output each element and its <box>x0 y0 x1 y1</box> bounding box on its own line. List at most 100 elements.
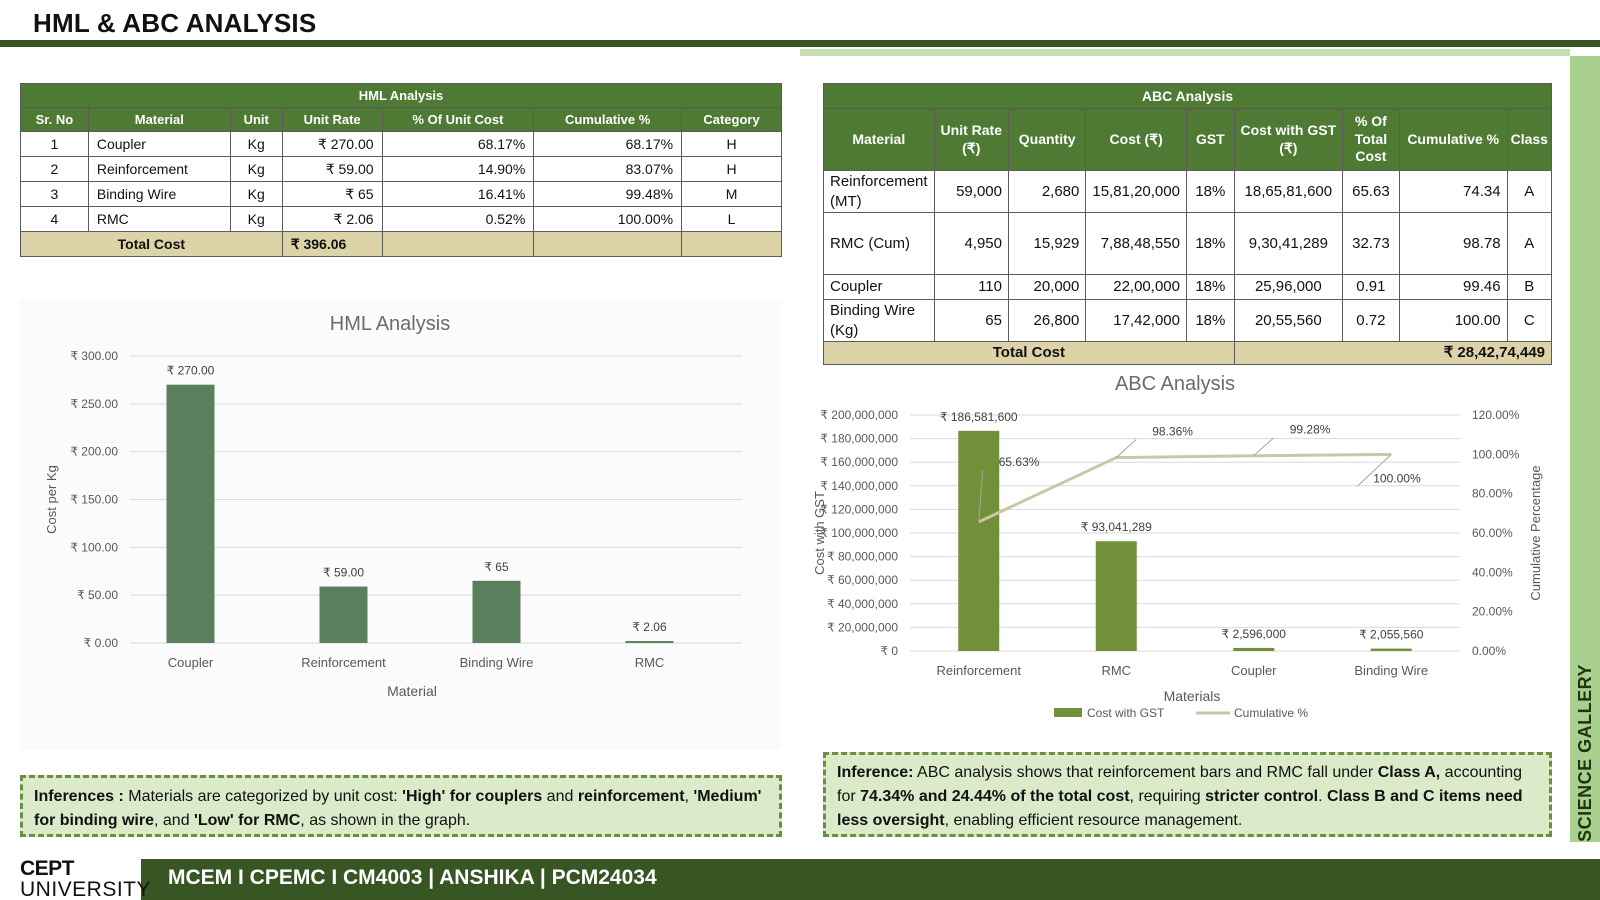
abc-header-cell: % Of Total Cost <box>1341 108 1400 171</box>
table-cell: 83.07% <box>533 156 683 182</box>
table-cell: 20,55,560 <box>1233 299 1343 342</box>
abc-header-cell: GST <box>1185 108 1235 171</box>
table-cell: Kg <box>229 206 283 232</box>
chart-title: ABC Analysis <box>1115 373 1235 395</box>
y-tick-label: ₹ 300.00 <box>70 349 118 363</box>
table-cell: 68.17% <box>533 131 683 157</box>
line-data-label: 100.00% <box>1373 471 1421 485</box>
abc-inference-text-run: 74.34% and 24.44% of the total cost <box>860 788 1130 805</box>
table-cell: 0.91 <box>1341 274 1400 300</box>
line-data-label: 98.36% <box>1152 425 1193 439</box>
x-tick-label: RMC <box>1101 663 1131 678</box>
abc-header-cell: Class <box>1506 108 1553 171</box>
table-cell: Kg <box>229 181 283 207</box>
bar <box>625 641 674 643</box>
table-cell: ₹ 270.00 <box>281 131 383 157</box>
table-cell: 26,800 <box>1007 299 1087 342</box>
hml-inference-text-run: 'High' for couplers <box>402 788 543 805</box>
hml-inference-text-run: and <box>542 788 578 805</box>
page-title: HML & ABC ANALYSIS <box>33 8 317 38</box>
abc-chart-svg: ABC Analysis ₹ 0 ₹ 20,000,000 ₹ 40,000,000 ₹… <box>812 373 1543 720</box>
abc-header-cell: Material <box>823 108 935 171</box>
table-cell: 7,88,48,550 <box>1085 212 1187 275</box>
hml-inference-box: Inferences : Materials are categorized b… <box>20 775 782 837</box>
y2-tick-label: 40.00% <box>1472 565 1513 579</box>
y2-axis-label: Cumulative Percentage <box>1528 465 1543 600</box>
footer-text: MCEM I CPEMC I CM4003 | ANSHIKA | PCM240… <box>168 866 657 889</box>
hml-table-caption: HML Analysis <box>20 83 782 108</box>
table-cell: 1 <box>20 131 89 157</box>
table-cell: 18% <box>1185 299 1235 342</box>
title-rule <box>0 40 1600 47</box>
y-tick-label: ₹ 160,000,000 <box>820 455 898 469</box>
y-tick-label: ₹ 200,000,000 <box>820 408 898 422</box>
legend-label: Cost with GST <box>1087 706 1165 720</box>
table-cell: 2 <box>20 156 89 182</box>
table-cell: 15,929 <box>1007 212 1087 275</box>
legend-label: Cumulative % <box>1234 706 1308 720</box>
y-tick-label: ₹ 150.00 <box>70 493 118 507</box>
table-cell: Binding Wire (Kg) <box>823 299 935 342</box>
table-cell: B <box>1506 274 1553 300</box>
table-cell: 25,96,000 <box>1233 274 1343 300</box>
abc-header-cell: Cumulative % <box>1398 108 1508 171</box>
y-tick-label: ₹ 0 <box>880 644 898 658</box>
table-cell: A <box>1506 212 1553 275</box>
abc-header-cell: Cost (₹) <box>1085 108 1187 171</box>
abc-header-cell: Cost with GST (₹) <box>1233 108 1343 171</box>
cumulative-line <box>978 452 1392 524</box>
table-cell: 17,42,000 <box>1085 299 1187 342</box>
table-cell: 98.78 <box>1398 212 1508 275</box>
bar <box>319 586 368 643</box>
table-cell: H <box>681 131 782 157</box>
y2-tick-label: 120.00% <box>1472 408 1520 422</box>
table-cell: M <box>681 181 782 207</box>
table-cell: 18% <box>1185 170 1235 213</box>
bar-data-label: ₹ 2,055,560 <box>1359 628 1424 642</box>
y-tick-label: ₹ 100,000,000 <box>820 526 898 540</box>
table-cell: 9,30,41,289 <box>1233 212 1343 275</box>
table-cell: Kg <box>229 131 283 157</box>
table-cell: 100.00 <box>1398 299 1508 342</box>
abc-inference-text-run: ABC analysis shows that reinforcement ba… <box>913 764 1378 781</box>
x-tick-label: Coupler <box>1231 663 1277 678</box>
abc-header-cell: Quantity <box>1007 108 1087 171</box>
bar <box>1233 647 1275 651</box>
x-tick-label: Binding Wire <box>460 655 534 670</box>
table-row: 3 Binding Wire Kg ₹ 65 16.41% 99.48% M <box>20 181 782 207</box>
table-cell: RMC (Cum) <box>823 212 935 275</box>
bar <box>472 580 521 643</box>
hml-inference-text-run: , as shown in the graph. <box>300 812 471 829</box>
y-tick-label: ₹ 40,000,000 <box>827 597 898 611</box>
table-cell: 14.90% <box>381 156 535 182</box>
hml-header-cell: % Of Unit Cost <box>381 107 535 132</box>
table-cell: 4 <box>20 206 89 232</box>
table-cell: Binding Wire <box>87 181 231 207</box>
table-cell: 59,000 <box>933 170 1009 213</box>
y2-tick-label: 0.00% <box>1472 644 1506 658</box>
hml-inference-text-run: reinforcement <box>577 788 685 805</box>
table-cell: Reinforcement (MT) <box>823 170 935 213</box>
data-label: ₹ 2.06 <box>632 620 667 634</box>
hml-inference-text-run: Inferences : <box>34 788 124 805</box>
y-tick-label: ₹ 140,000,000 <box>820 479 898 493</box>
bar-data-label: ₹ 186,581,600 <box>940 410 1018 424</box>
abc-inference-text-run: , enabling efficient resource management… <box>944 812 1243 829</box>
table-cell: 32.73 <box>1341 212 1400 275</box>
legend-swatch-bar <box>1054 708 1082 717</box>
bar-data-label: ₹ 93,041,289 <box>1081 520 1152 534</box>
y-tick-label: ₹ 50.00 <box>77 588 118 602</box>
table-cell: 18% <box>1185 212 1235 275</box>
total-label: Total Cost <box>20 231 283 257</box>
table-cell: 15,81,20,000 <box>1085 170 1187 213</box>
table-cell: 16.41% <box>381 181 535 207</box>
y-tick-label: ₹ 100.00 <box>70 540 118 554</box>
table-cell: L <box>681 206 782 232</box>
table-cell: Reinforcement <box>87 156 231 182</box>
table-row: Binding Wire (Kg) 65 26,800 17,42,000 18… <box>823 299 1553 342</box>
table-cell: ₹ 2.06 <box>281 206 383 232</box>
table-cell: 100.00% <box>533 206 683 232</box>
table-cell: 74.34 <box>1398 170 1508 213</box>
table-cell: 110 <box>933 274 1009 300</box>
abc-inference-text-run: , requiring <box>1129 788 1206 805</box>
